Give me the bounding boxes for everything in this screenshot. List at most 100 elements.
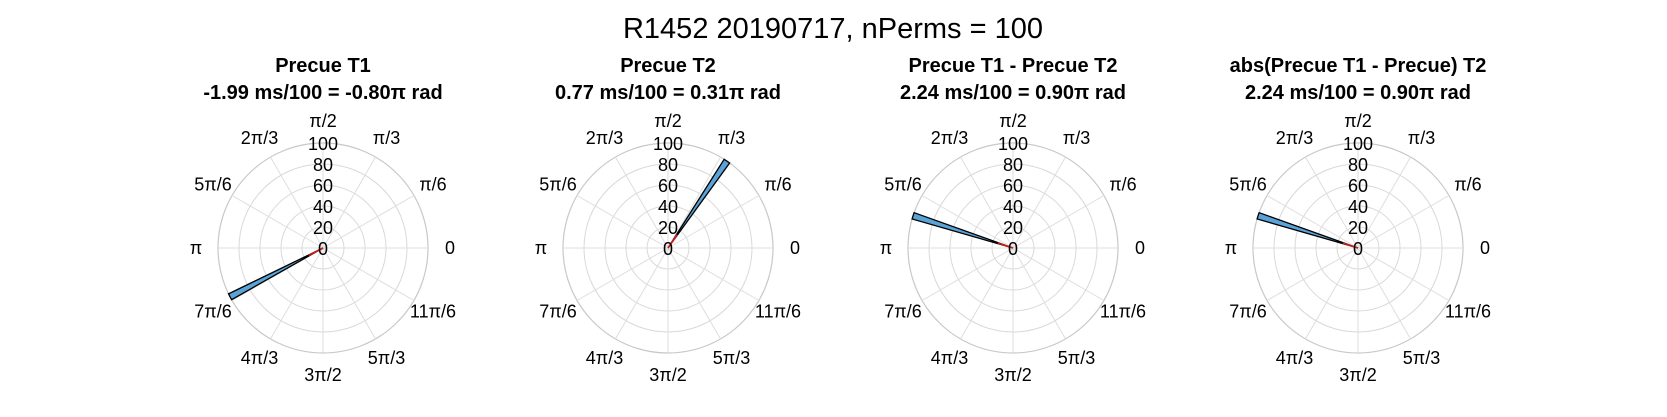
angle-tick-label: 3π/2 <box>994 365 1031 385</box>
radial-tick-label: 80 <box>1348 155 1368 175</box>
angle-tick-label: 5π/3 <box>368 348 405 368</box>
polar-grid-spoke <box>322 156 376 249</box>
radial-tick-label: 40 <box>1348 197 1368 217</box>
angle-tick-label: 2π/3 <box>931 128 968 148</box>
panels: Precue T1-1.99 ms/100 = -0.80π rad020406… <box>190 55 1491 385</box>
angle-tick-label: 3π/2 <box>649 365 686 385</box>
polar-grid-spoke <box>322 195 415 249</box>
angle-tick-label: π/6 <box>1109 175 1136 195</box>
radial-tick-label: 40 <box>658 197 678 217</box>
histogram-bar <box>1256 211 1359 249</box>
angle-tick-label: π/3 <box>1063 128 1090 148</box>
angle-tick-label: 2π/3 <box>586 128 623 148</box>
polar-panel-1: Precue T1 -1.99 ms/100 = -0.80π rad 020406… <box>190 55 456 385</box>
angle-tick-label: π/3 <box>373 128 400 148</box>
polar-panel-4: abs(Precue T1 - Precue) T2 2.24 ms/100 = … <box>1225 55 1491 385</box>
radial-tick-label: 0 <box>1008 239 1018 259</box>
polar-grid-spoke <box>960 247 1014 340</box>
radial-tick-label: 100 <box>998 134 1028 154</box>
angle-tick-label: π <box>1225 238 1237 258</box>
mean-angle-line <box>667 234 678 249</box>
angle-tick-label: π/2 <box>309 111 336 131</box>
polar-grid-spoke <box>322 247 415 301</box>
angle-tick-label: 0 <box>790 238 800 258</box>
angle-tick-label: 11π/6 <box>755 302 801 322</box>
radial-tick-label: 20 <box>1003 218 1023 238</box>
polar-grid-spoke <box>667 195 760 249</box>
polar-grid-spoke <box>921 247 1014 301</box>
radial-tick-label: 60 <box>1003 176 1023 196</box>
angle-tick-label: π/6 <box>1454 175 1481 195</box>
polar-grid-spoke <box>1357 195 1450 249</box>
angle-tick-label: 7π/6 <box>194 302 231 322</box>
polar-panel-3: Precue T1 - Precue T2 2.24 ms/100 = 0.90π… <box>880 55 1146 385</box>
angle-tick-label: 7π/6 <box>1229 302 1266 322</box>
panel-title: Precue T1 <box>275 55 371 77</box>
radial-tick-label: 40 <box>313 197 333 217</box>
polar-grid-spoke <box>1357 247 1411 340</box>
polar-grid-spoke <box>615 156 669 249</box>
polar-grid-spoke <box>1012 247 1105 301</box>
angle-tick-label: π <box>190 238 202 258</box>
panel-subtitle: 2.24 ms/100 = 0.90π rad <box>1245 82 1471 104</box>
polar-grid-spoke <box>960 156 1014 249</box>
angle-tick-label: π/2 <box>654 111 681 131</box>
polar-grid-spoke <box>667 247 721 340</box>
radial-tick-label: 20 <box>1348 218 1368 238</box>
polar-grid-spoke <box>1305 156 1359 249</box>
angle-tick-label: 2π/3 <box>1276 128 1313 148</box>
angle-tick-label: 3π/2 <box>1339 365 1376 385</box>
radial-tick-label: 80 <box>658 155 678 175</box>
histogram-bar <box>227 247 324 301</box>
polar-grid-spoke <box>231 195 324 249</box>
polar-grid-spoke <box>921 195 1014 249</box>
angle-tick-label: π/2 <box>1344 111 1371 131</box>
angle-tick-label: 11π/6 <box>1445 302 1491 322</box>
polar-grid-spoke <box>1357 247 1450 301</box>
polar-grid-spoke <box>576 247 669 301</box>
panel-subtitle: -1.99 ms/100 = -0.80π rad <box>203 82 442 104</box>
radial-tick-label: 0 <box>663 239 673 259</box>
histogram-bar <box>911 211 1014 249</box>
radial-tick-label: 80 <box>1003 155 1023 175</box>
angle-tick-label: 0 <box>1480 238 1490 258</box>
figure-title: R1452 20190717, nPerms = 100 <box>623 13 1043 45</box>
panel-subtitle: 2.24 ms/100 = 0.90π rad <box>900 82 1126 104</box>
angle-tick-label: 11π/6 <box>1100 302 1146 322</box>
angle-tick-label: 5π/3 <box>1403 348 1440 368</box>
angle-tick-label: π/3 <box>1408 128 1435 148</box>
histogram-bar <box>667 158 731 249</box>
polar-grid-spoke <box>270 156 324 249</box>
angle-tick-label: 4π/3 <box>931 348 968 368</box>
radial-tick-label: 20 <box>658 218 678 238</box>
angle-tick-label: π/3 <box>718 128 745 148</box>
polar-grid-spoke <box>322 247 376 340</box>
panel-subtitle: 0.77 ms/100 = 0.31π rad <box>555 82 781 104</box>
mean-angle-line <box>1342 242 1359 249</box>
angle-tick-label: 5π/3 <box>713 348 750 368</box>
radial-tick-label: 60 <box>1348 176 1368 196</box>
angle-tick-label: 5π/6 <box>884 175 921 195</box>
panel-title: Precue T1 - Precue T2 <box>909 55 1118 77</box>
angle-tick-label: π <box>880 238 892 258</box>
panel-title: Precue T2 <box>620 55 716 77</box>
angle-tick-label: π/2 <box>999 111 1026 131</box>
radial-tick-label: 0 <box>1353 239 1363 259</box>
angle-tick-label: 11π/6 <box>410 302 456 322</box>
polar-grid-spoke <box>667 247 760 301</box>
polar-grid-spoke <box>1012 195 1105 249</box>
angle-tick-label: 7π/6 <box>884 302 921 322</box>
radial-tick-label: 0 <box>318 239 328 259</box>
radial-tick-label: 60 <box>658 176 678 196</box>
radial-tick-label: 60 <box>313 176 333 196</box>
radial-tick-label: 100 <box>1343 134 1373 154</box>
polar-grid-spoke <box>1305 247 1359 340</box>
polar-panel-2: Precue T20.77 ms/100 = 0.31π rad02040608… <box>535 55 801 385</box>
polar-grid-spoke <box>270 247 324 340</box>
polar-grid-spoke <box>1012 156 1066 249</box>
angle-tick-label: π/6 <box>419 175 446 195</box>
angle-tick-label: 5π/6 <box>194 175 231 195</box>
radial-tick-label: 20 <box>313 218 333 238</box>
polar-grid-spoke <box>576 195 669 249</box>
angle-tick-label: 5π/6 <box>1229 175 1266 195</box>
